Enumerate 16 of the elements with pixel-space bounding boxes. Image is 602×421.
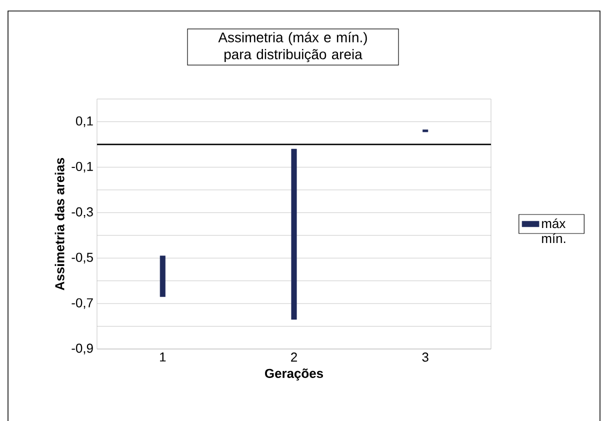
y-tick-label: 0,1 [76, 116, 93, 128]
chart-title: Assimetria (máx e mín.) para distribuição areia [218, 32, 367, 62]
y-tick-label: -0,9 [72, 344, 93, 354]
y-tick-label: -0,5 [72, 252, 93, 264]
bar [160, 256, 166, 297]
y-axis-title: Assimetria das areias [54, 158, 64, 290]
x-tick-label: 3 [422, 352, 428, 362]
y-tick-label: -0,1 [72, 162, 93, 173]
y-tick-label: -0,7 [72, 298, 93, 309]
x-tick-label: 2 [291, 352, 297, 362]
x-axis-title: Gerações [265, 368, 323, 381]
legend-label: máx mín. [542, 218, 566, 243]
bar [291, 148, 297, 320]
y-tick-label: -0,3 [72, 207, 93, 218]
bar [422, 130, 428, 132]
x-tick-label: 1 [160, 352, 166, 362]
